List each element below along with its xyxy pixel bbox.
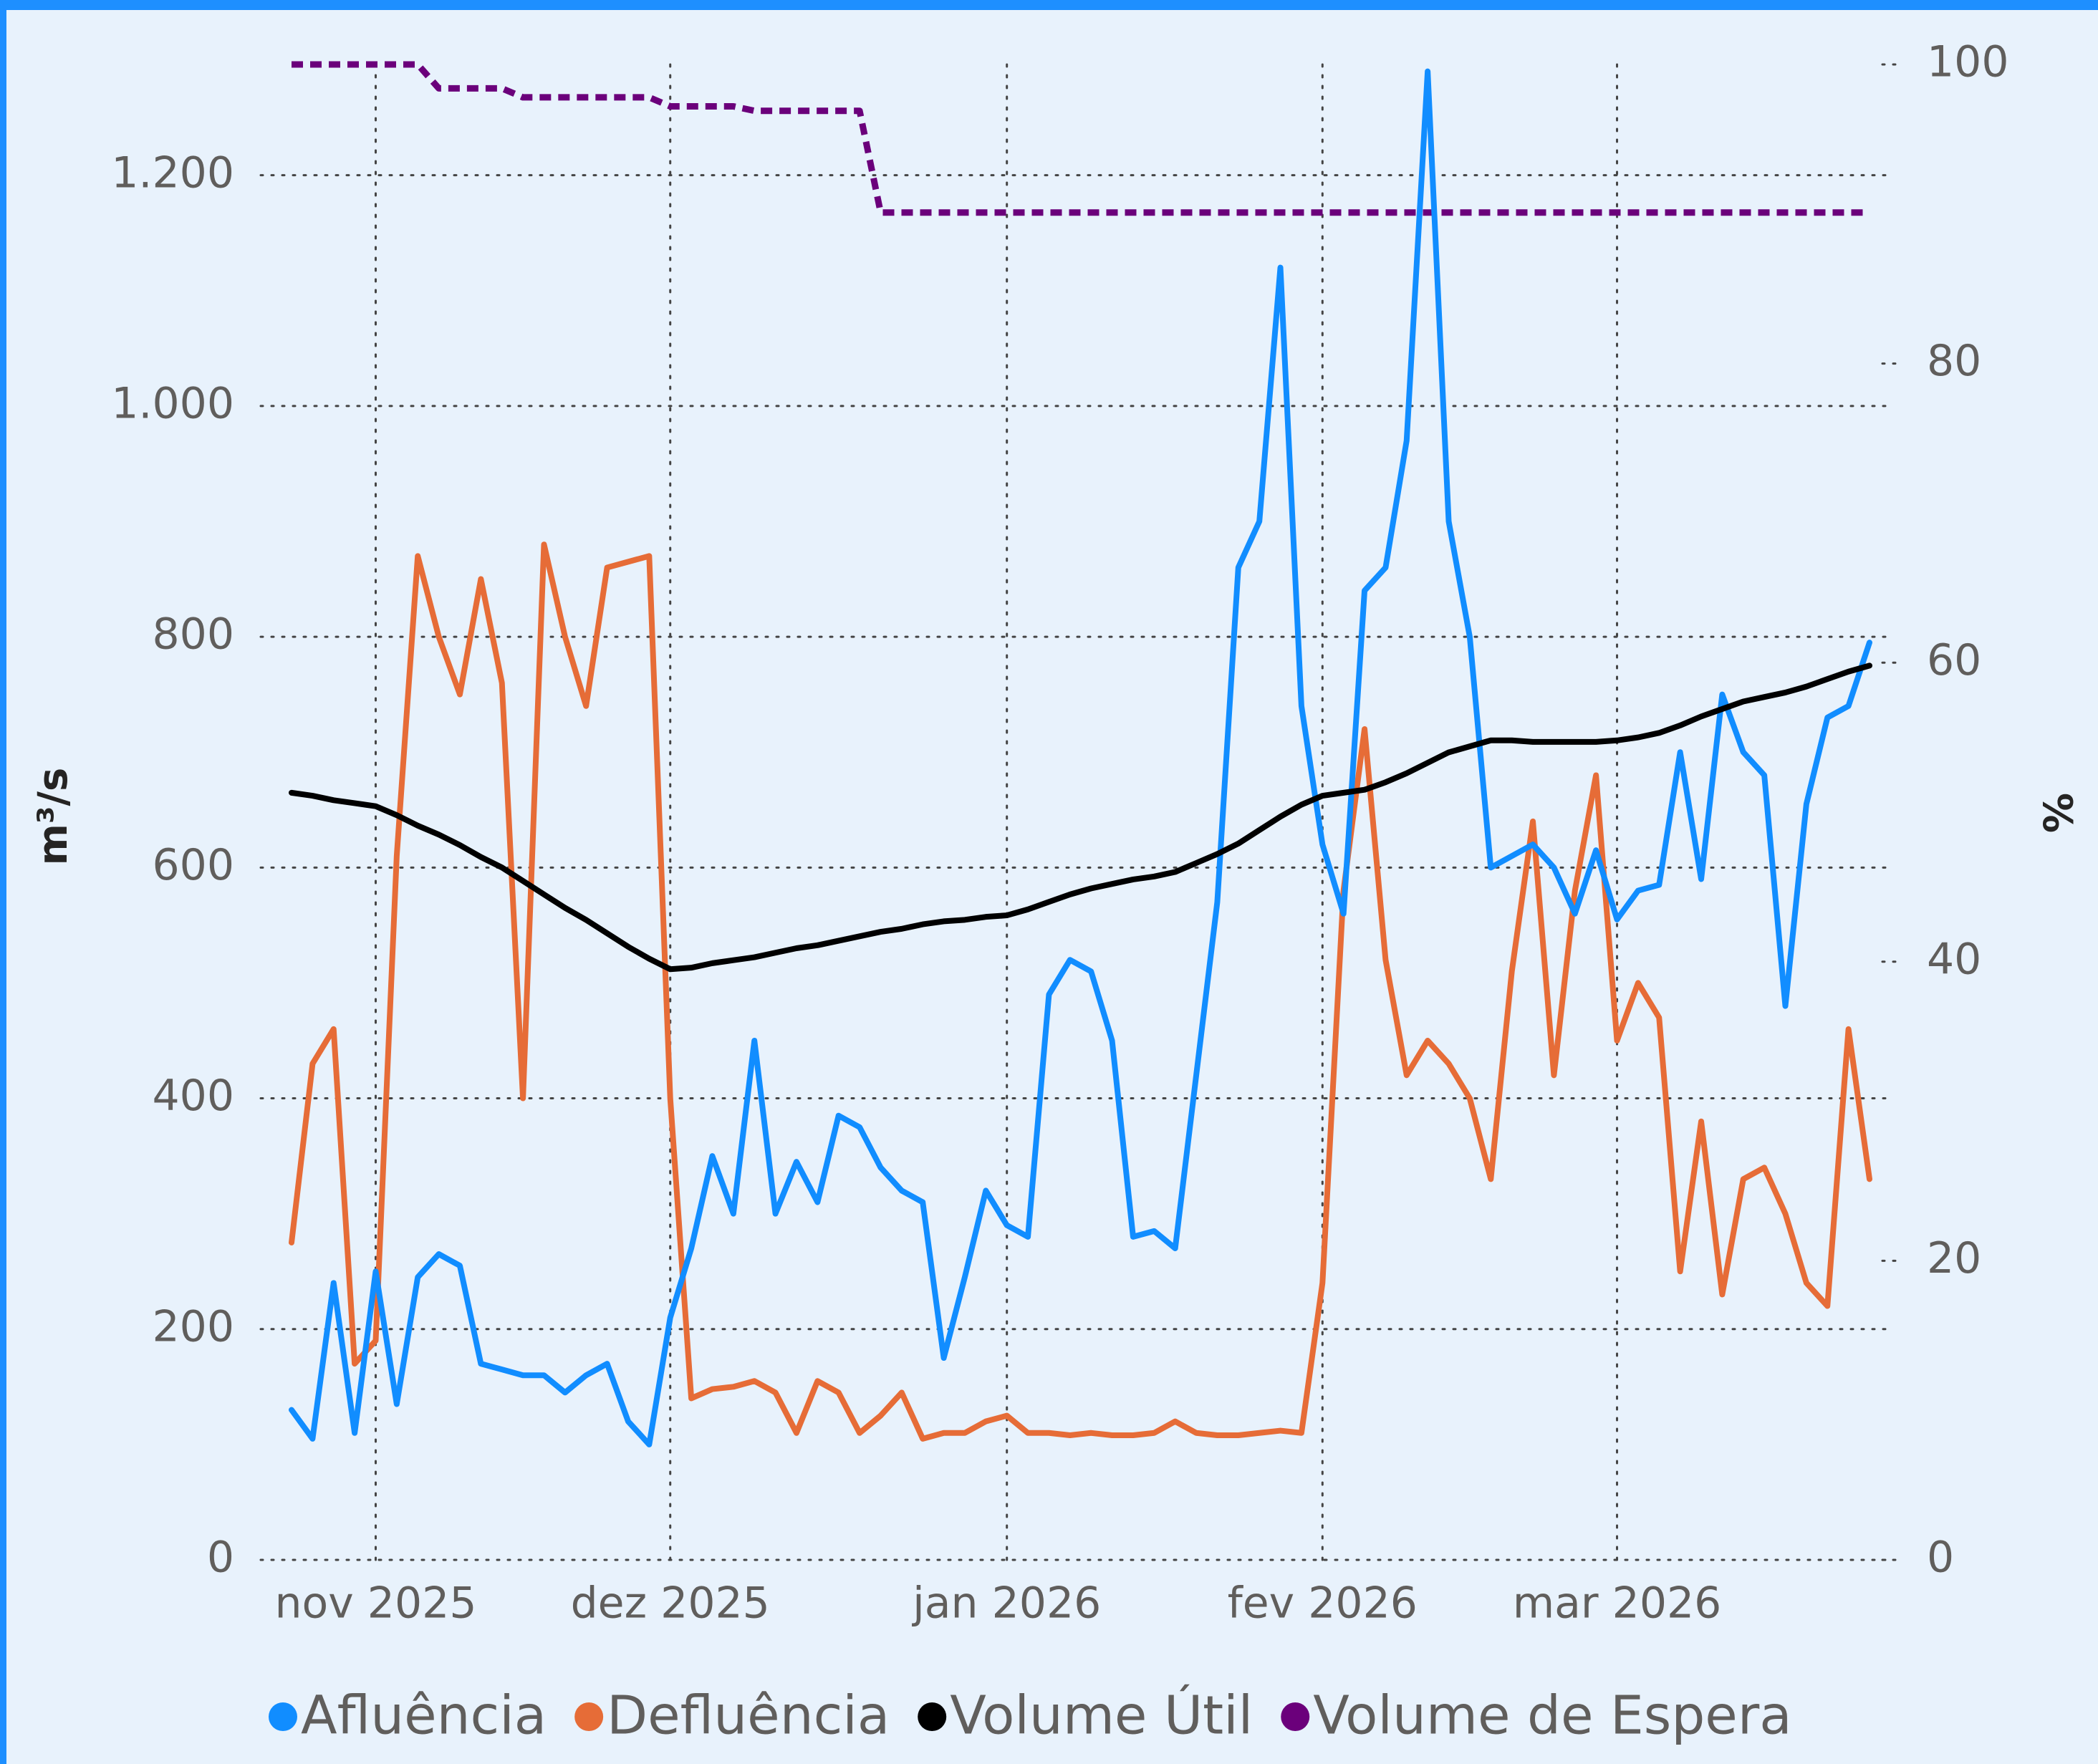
- y2-tick-label: 80: [1927, 336, 1981, 386]
- legend-label: Volume Útil: [950, 1684, 1253, 1747]
- legend-marker: [574, 1702, 604, 1731]
- series-line: [289, 541, 1872, 1442]
- series-line: [292, 61, 1870, 216]
- legend-marker: [918, 1702, 947, 1731]
- legend-label: Volume de Espera: [1313, 1685, 1791, 1747]
- x-tick-label: fev 2026: [1228, 1579, 1418, 1629]
- x-tick-label: mar 2026: [1513, 1579, 1722, 1629]
- y-tick-label: 400: [152, 1071, 234, 1121]
- y-tick-label: 800: [152, 609, 234, 660]
- legend-label: Defluência: [607, 1685, 890, 1747]
- y2-tick-label: 0: [1927, 1533, 1954, 1583]
- legend-marker: [269, 1702, 297, 1731]
- y-tick-label: 1.200: [111, 148, 234, 198]
- y-tick-label: 600: [152, 840, 234, 890]
- y2-tick-label: 20: [1927, 1233, 1981, 1283]
- y-tick-label: 1.000: [111, 378, 234, 428]
- series-line: [289, 662, 1872, 973]
- left-border: [0, 0, 6, 1764]
- legend-label: Afluência: [301, 1685, 547, 1747]
- y-tick-label: 200: [152, 1301, 234, 1351]
- y2-tick-label: 100: [1927, 37, 2009, 87]
- x-tick-label: nov 2025: [274, 1579, 476, 1629]
- x-tick-label: jan 2026: [911, 1579, 1101, 1629]
- legend: Afluência Defluência Volume Útil Volume de …: [269, 1684, 1792, 1747]
- y-tick-label: 0: [207, 1533, 234, 1583]
- y2-axis-title: %: [2034, 793, 2080, 833]
- y2-tick-label: 60: [1927, 635, 1981, 685]
- y-axis-title: m³/s: [30, 768, 77, 866]
- x-tick-label: dez 2025: [571, 1579, 770, 1629]
- top-border: [0, 0, 2098, 10]
- legend-marker: [1281, 1702, 1310, 1731]
- y2-tick-label: 40: [1927, 934, 1981, 984]
- series-line: [289, 68, 1872, 1447]
